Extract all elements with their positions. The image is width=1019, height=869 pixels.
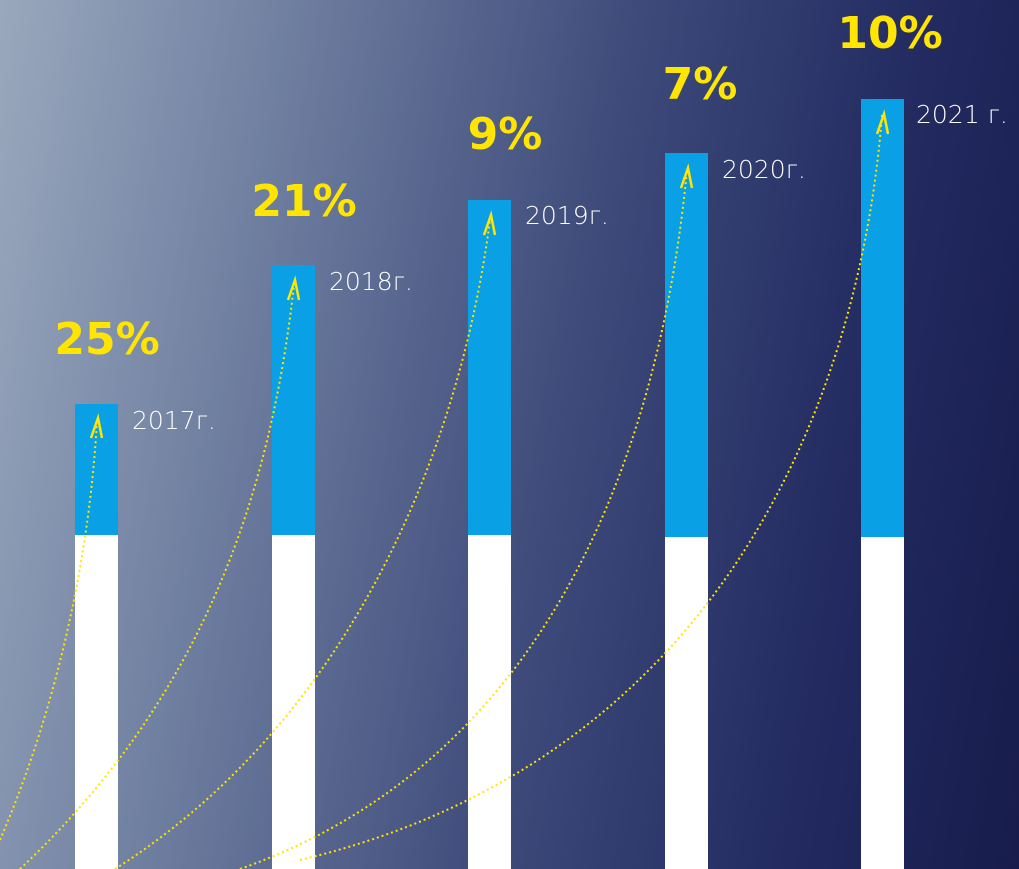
arrow-head bbox=[482, 210, 497, 236]
percent-label: 25% bbox=[54, 314, 160, 365]
percent-label: 21% bbox=[251, 176, 357, 227]
arrow-curve bbox=[0, 419, 98, 841]
arrow-curve bbox=[239, 169, 688, 869]
bar-base bbox=[665, 537, 708, 869]
arrow-head bbox=[286, 275, 301, 301]
bar-top bbox=[468, 200, 511, 535]
bar-top bbox=[272, 265, 315, 535]
percent-label: 9% bbox=[467, 109, 543, 160]
percent-label: 10% bbox=[837, 8, 943, 59]
bar-base bbox=[75, 535, 118, 869]
arrow-curve bbox=[299, 114, 883, 861]
arrow-curve bbox=[114, 219, 491, 869]
year-label: 2019г. bbox=[525, 201, 609, 230]
year-label: 2017г. bbox=[132, 406, 216, 435]
percent-label: 7% bbox=[662, 59, 738, 110]
year-label: 2018г. bbox=[329, 267, 413, 296]
bar-base bbox=[272, 535, 315, 869]
year-label: 2021 г. bbox=[916, 100, 1008, 129]
arrow-head bbox=[89, 413, 104, 439]
bar-top bbox=[665, 153, 708, 537]
arrow-curve bbox=[19, 284, 295, 869]
arrow-head bbox=[875, 109, 890, 135]
bar-base bbox=[861, 537, 904, 869]
arrow-head bbox=[679, 163, 694, 189]
year-label: 2020г. bbox=[722, 155, 806, 184]
bar-base bbox=[468, 535, 511, 869]
bar-top bbox=[861, 99, 904, 537]
